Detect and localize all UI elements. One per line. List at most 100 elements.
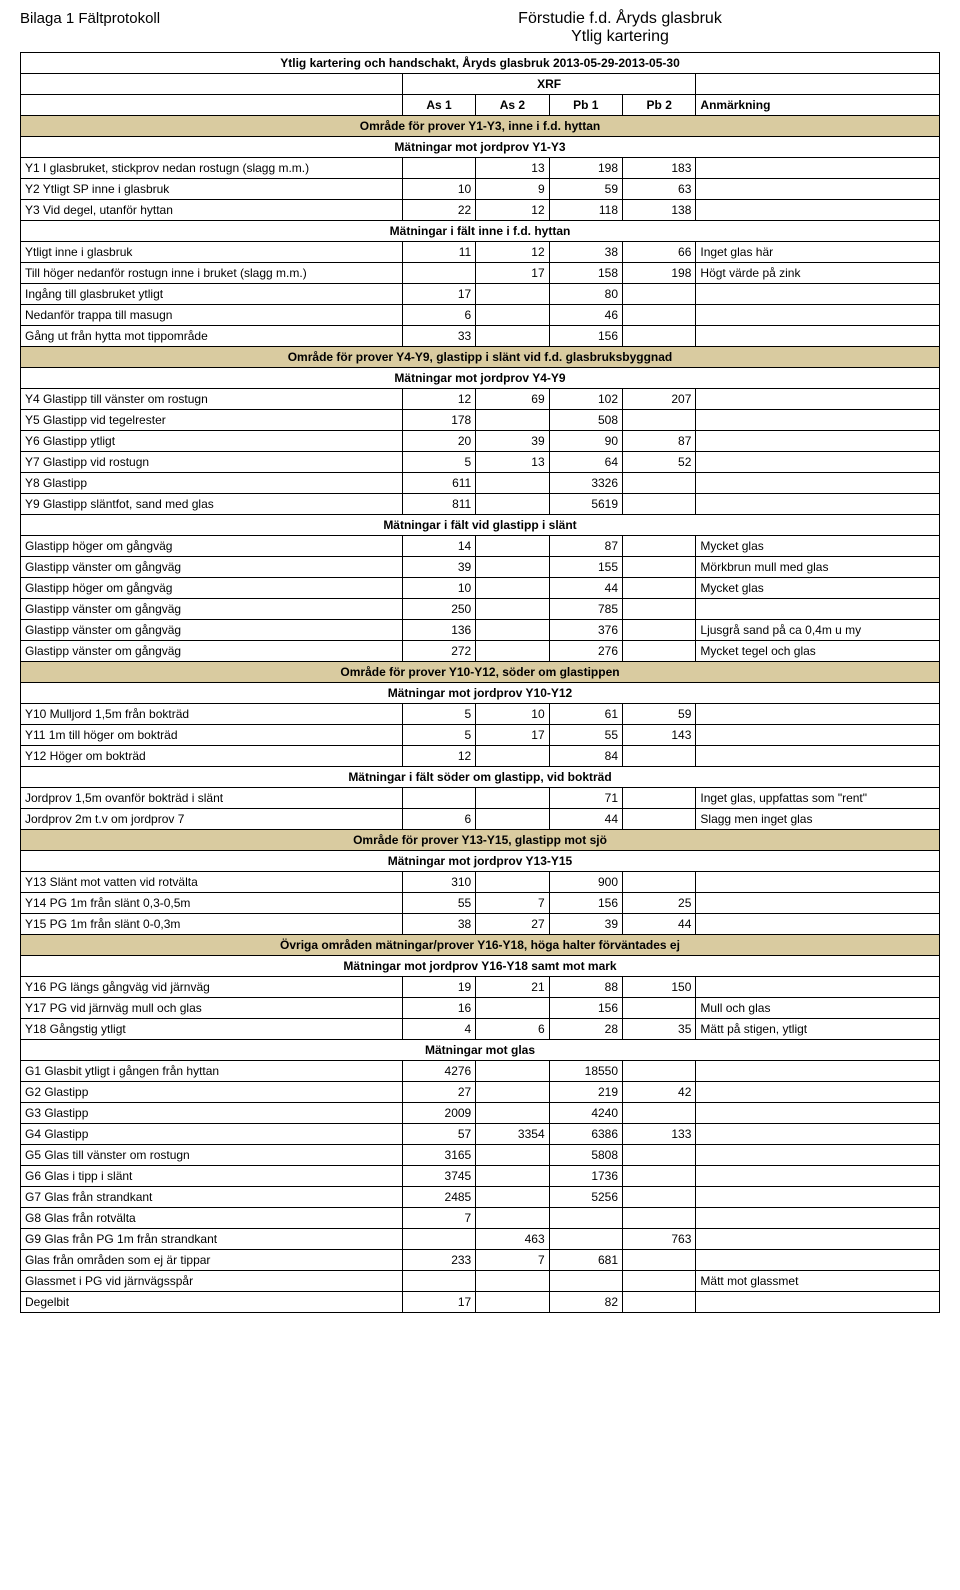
col-as2: As 2	[476, 95, 549, 116]
val-as2: 12	[476, 242, 549, 263]
val-pb2: 207	[623, 389, 696, 410]
val-pb1: 55	[549, 725, 622, 746]
val-pb1: 102	[549, 389, 622, 410]
val-pb1: 4240	[549, 1103, 622, 1124]
val-as2	[476, 1082, 549, 1103]
val-note: Inget glas här	[696, 242, 940, 263]
row-desc: Y15 PG 1m från slänt 0-0,3m	[21, 914, 403, 935]
col-pb2: Pb 2	[623, 95, 696, 116]
val-as2	[476, 494, 549, 515]
row-desc: Y14 PG 1m från slänt 0,3-0,5m	[21, 893, 403, 914]
val-as2: 21	[476, 977, 549, 998]
val-pb2	[623, 788, 696, 809]
val-as1: 3165	[402, 1145, 475, 1166]
val-as2	[476, 1292, 549, 1313]
val-as1: 611	[402, 473, 475, 494]
val-pb2: 150	[623, 977, 696, 998]
val-note	[696, 1187, 940, 1208]
val-as2	[476, 578, 549, 599]
val-as2	[476, 1145, 549, 1166]
val-as1: 2009	[402, 1103, 475, 1124]
val-as2	[476, 1271, 549, 1292]
val-pb1: 46	[549, 305, 622, 326]
header-left: Bilaga 1 Fältprotokoll	[20, 10, 300, 27]
val-pb2: 87	[623, 431, 696, 452]
val-pb2	[623, 1145, 696, 1166]
val-note	[696, 893, 940, 914]
subsection-title: Mätningar mot jordprov Y13-Y15	[21, 851, 940, 872]
val-pb2	[623, 557, 696, 578]
val-pb2	[623, 578, 696, 599]
header-sub1: Förstudie f.d. Åryds glasbruk	[300, 10, 940, 28]
val-pb1	[549, 1229, 622, 1250]
val-as1: 233	[402, 1250, 475, 1271]
val-pb2: 143	[623, 725, 696, 746]
val-note: Mull och glas	[696, 998, 940, 1019]
row-desc: Ytligt inne i glasbruk	[21, 242, 403, 263]
val-pb1: 681	[549, 1250, 622, 1271]
val-pb2	[623, 1208, 696, 1229]
val-pb2	[623, 641, 696, 662]
val-as2	[476, 536, 549, 557]
row-desc: Glastipp vänster om gångväg	[21, 557, 403, 578]
val-pb1: 71	[549, 788, 622, 809]
val-note	[696, 179, 940, 200]
val-as2: 69	[476, 389, 549, 410]
val-pb2: 35	[623, 1019, 696, 1040]
row-desc: Y1 I glasbruket, stickprov nedan rostugn…	[21, 158, 403, 179]
val-note	[696, 431, 940, 452]
val-pb2	[623, 1250, 696, 1271]
val-as2	[476, 326, 549, 347]
val-note	[696, 452, 940, 473]
val-as1: 6	[402, 809, 475, 830]
row-desc: Y9 Glastipp släntfot, sand med glas	[21, 494, 403, 515]
val-as2: 7	[476, 893, 549, 914]
val-pb1: 3326	[549, 473, 622, 494]
val-pb1: 156	[549, 326, 622, 347]
val-pb1: 156	[549, 998, 622, 1019]
val-pb2: 52	[623, 452, 696, 473]
row-desc: Y10 Mulljord 1,5m från bokträd	[21, 704, 403, 725]
col-pb1: Pb 1	[549, 95, 622, 116]
header-sub2: Ytlig kartering	[300, 28, 940, 46]
row-desc: G9 Glas från PG 1m från strandkant	[21, 1229, 403, 1250]
val-as1: 12	[402, 389, 475, 410]
row-desc: Y11 1m till höger om bokträd	[21, 725, 403, 746]
val-as1: 5	[402, 452, 475, 473]
val-note: Inget glas, uppfattas som "rent"	[696, 788, 940, 809]
val-pb2	[623, 326, 696, 347]
row-desc: Jordprov 1,5m ovanför bokträd i slänt	[21, 788, 403, 809]
val-as1: 178	[402, 410, 475, 431]
val-as1: 17	[402, 1292, 475, 1313]
val-as2: 3354	[476, 1124, 549, 1145]
row-desc: Y3 Vid degel, utanför hyttan	[21, 200, 403, 221]
val-pb1	[549, 1271, 622, 1292]
val-note	[696, 704, 940, 725]
row-desc: Y12 Höger om bokträd	[21, 746, 403, 767]
val-as1: 38	[402, 914, 475, 935]
val-pb2	[623, 1292, 696, 1313]
row-desc: G7 Glas från strandkant	[21, 1187, 403, 1208]
val-as2	[476, 557, 549, 578]
val-pb1: 59	[549, 179, 622, 200]
val-as1: 33	[402, 326, 475, 347]
val-as1: 250	[402, 599, 475, 620]
val-as1: 11	[402, 242, 475, 263]
row-desc: Glastipp vänster om gångväg	[21, 620, 403, 641]
val-note	[696, 1124, 940, 1145]
val-as1: 3745	[402, 1166, 475, 1187]
row-desc: Degelbit	[21, 1292, 403, 1313]
val-as2: 13	[476, 452, 549, 473]
section-title: Övriga områden mätningar/prover Y16-Y18,…	[21, 935, 940, 956]
val-as2: 17	[476, 725, 549, 746]
val-pb1: 18550	[549, 1061, 622, 1082]
val-pb1: 38	[549, 242, 622, 263]
val-as2	[476, 998, 549, 1019]
val-pb1: 87	[549, 536, 622, 557]
val-pb2	[623, 473, 696, 494]
val-pb2: 183	[623, 158, 696, 179]
row-desc: G3 Glastipp	[21, 1103, 403, 1124]
val-as1: 14	[402, 536, 475, 557]
val-note: Mörkbrun mull med glas	[696, 557, 940, 578]
subsection-title: Mätningar mot jordprov Y16-Y18 samt mot …	[21, 956, 940, 977]
